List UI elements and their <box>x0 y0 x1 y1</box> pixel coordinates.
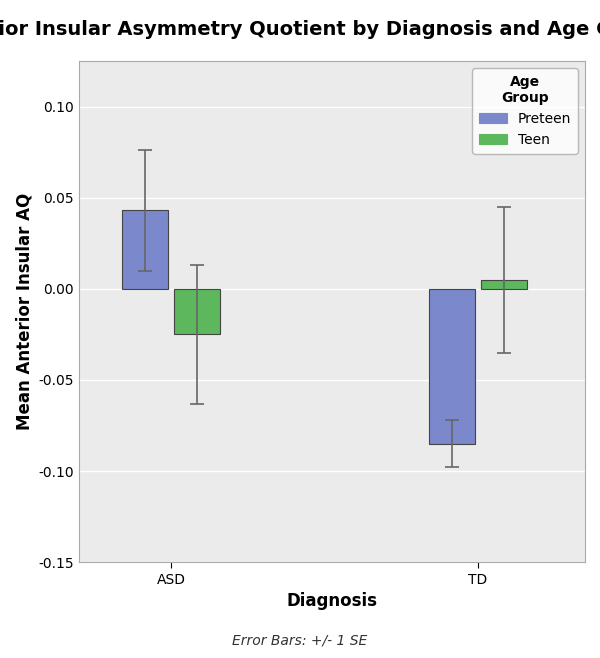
Legend: Preteen, Teen: Preteen, Teen <box>472 68 578 154</box>
Bar <box>428 289 475 443</box>
Text: Error Bars: +/- 1 SE: Error Bars: +/- 1 SE <box>232 634 368 648</box>
Bar <box>481 280 527 289</box>
Y-axis label: Mean Anterior Insular AQ: Mean Anterior Insular AQ <box>15 193 33 430</box>
X-axis label: Diagnosis: Diagnosis <box>287 592 377 610</box>
Text: Anterior Insular Asymmetry Quotient by Diagnosis and Age Group: Anterior Insular Asymmetry Quotient by D… <box>0 20 600 39</box>
Bar <box>174 289 220 334</box>
Bar <box>122 211 168 289</box>
